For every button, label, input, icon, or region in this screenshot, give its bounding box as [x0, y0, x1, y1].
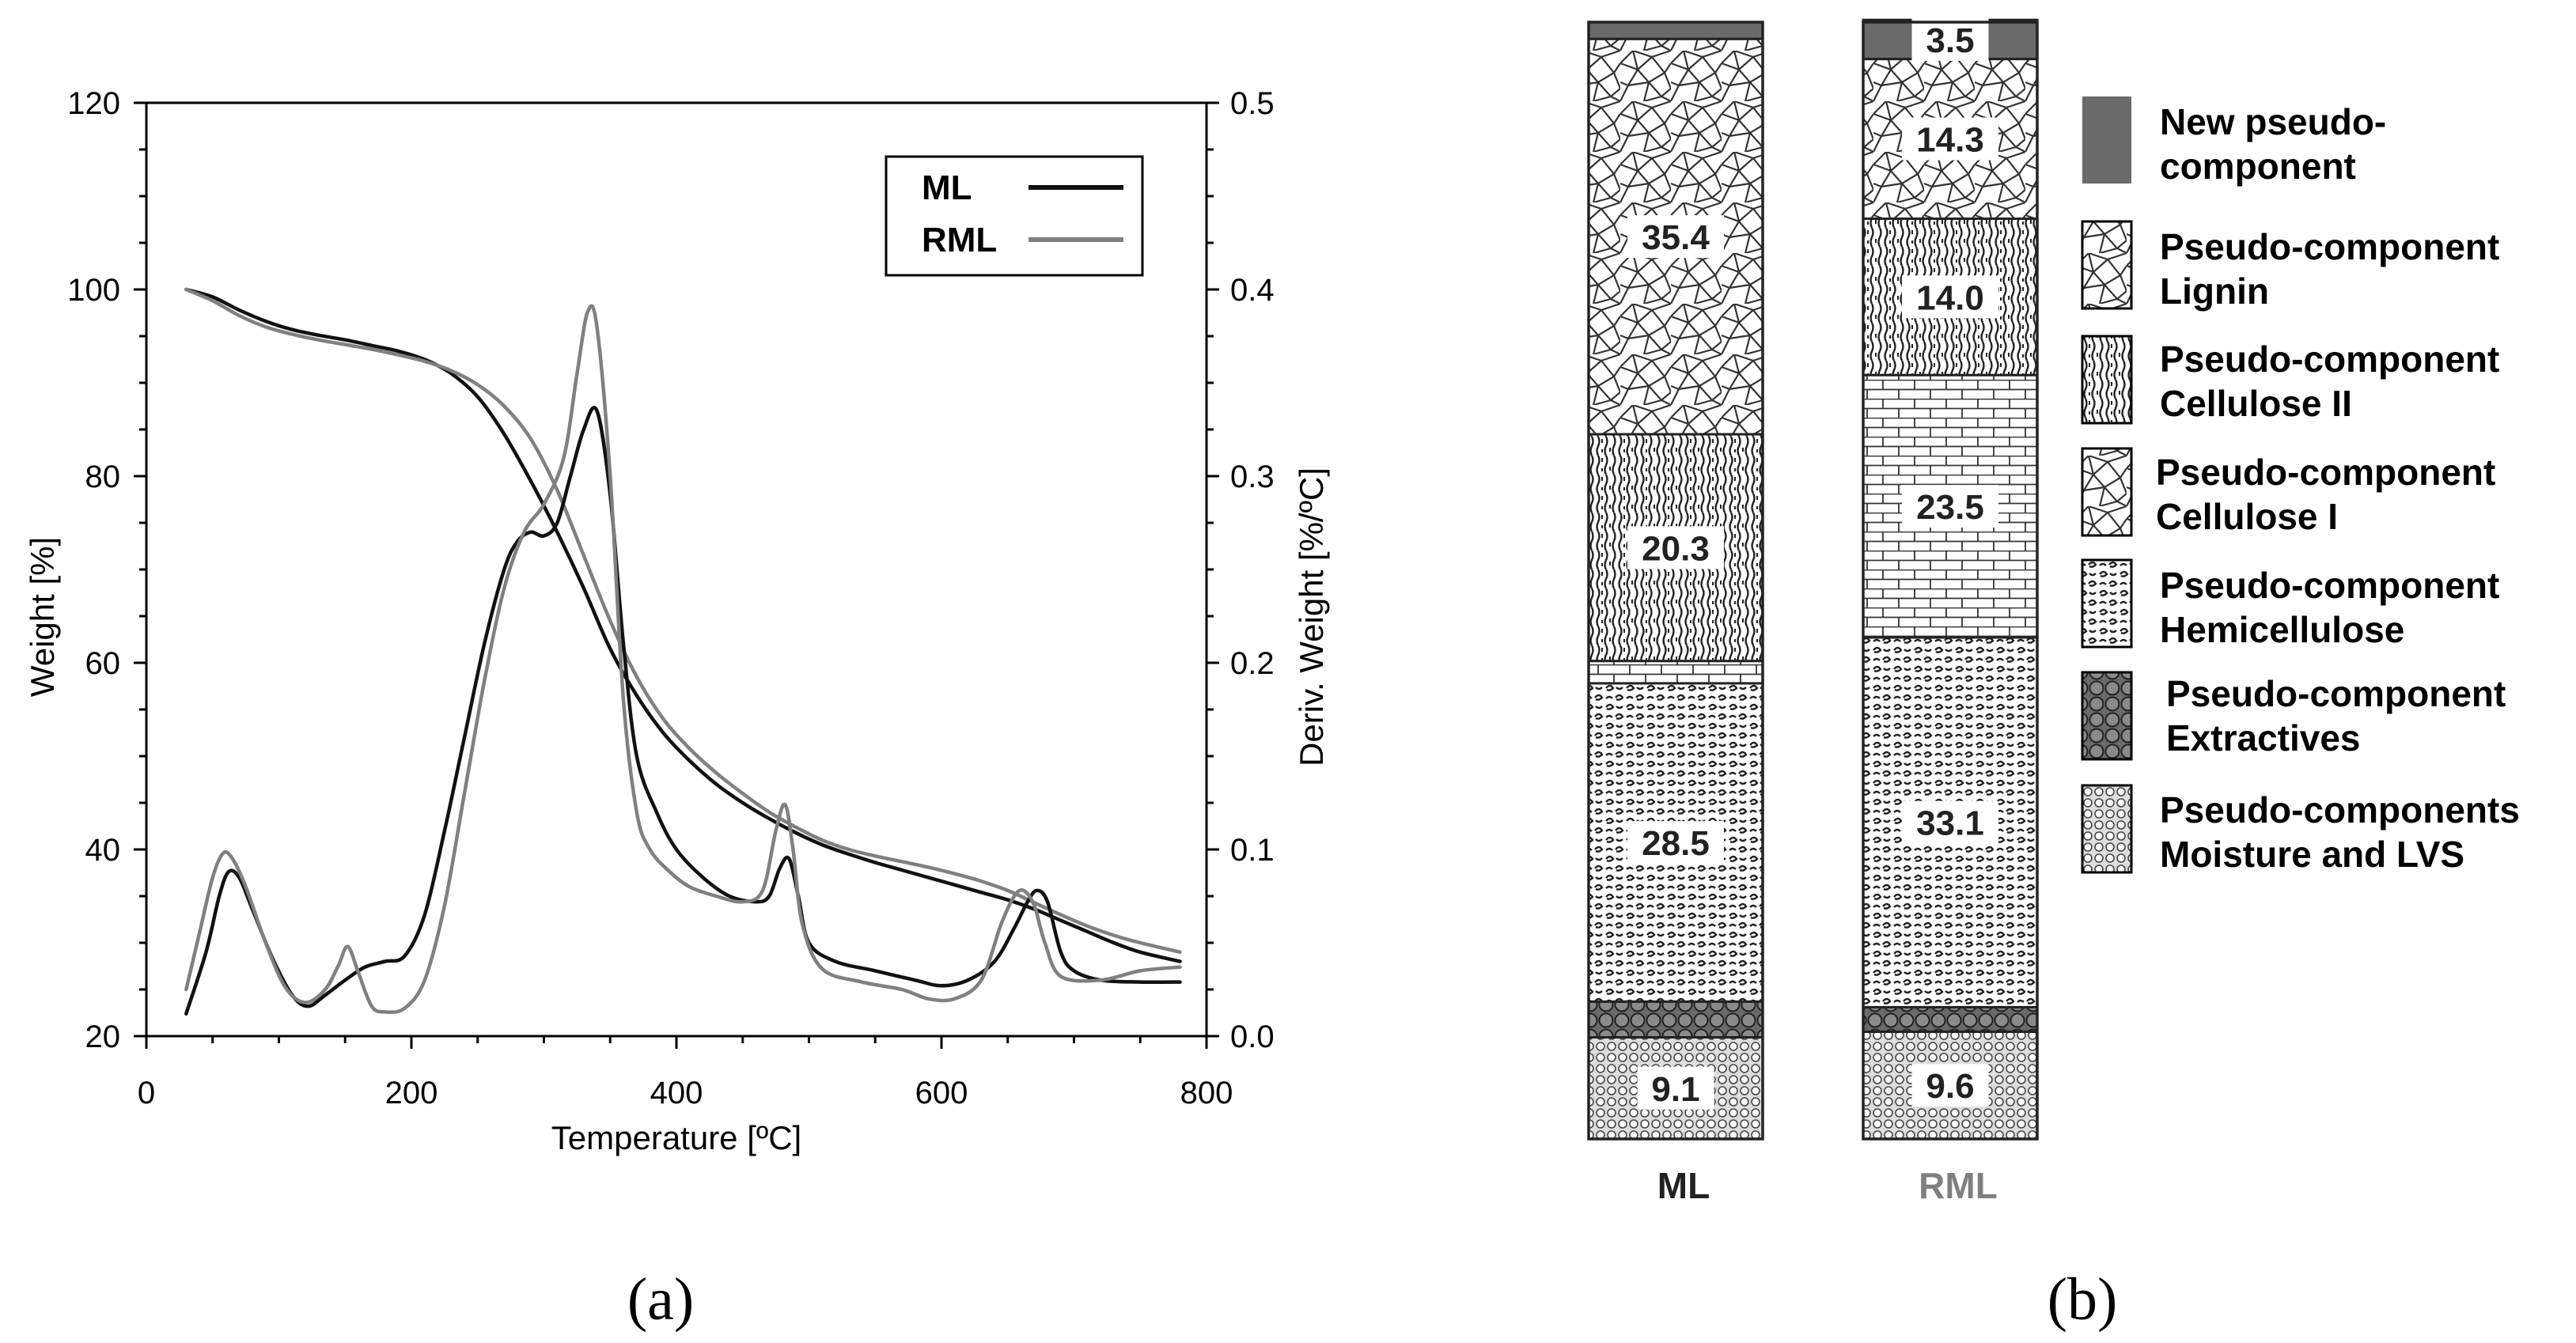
y-tick-label: 100	[67, 273, 120, 308]
value-label-bg	[1627, 215, 1724, 259]
y-tick-label: 40	[85, 833, 121, 868]
panel-label-b: (b)	[2048, 1266, 2118, 1333]
value-label: 23.5	[1916, 488, 1984, 527]
x-tick-labels: 0 200 400 600 800	[138, 1076, 1233, 1110]
value-label-bg	[1902, 117, 1998, 161]
y-tick-label: 120	[67, 86, 120, 121]
legend-swatch-cellulose-ii	[2081, 335, 2133, 425]
series-line-ml-derivative	[184, 406, 1182, 1016]
x-tick-label: 800	[1180, 1076, 1233, 1110]
legend-text: Pseudo-component	[2160, 339, 2499, 380]
y2-tick-labels: 0.0 0.1 0.2 0.3 0.4 0.5	[1230, 86, 1275, 1054]
y-tick-label: 20	[85, 1020, 121, 1054]
series-lines	[184, 287, 1182, 1016]
value-label-bg	[1627, 821, 1724, 864]
legend-box	[885, 155, 1144, 277]
y-tick-labels: 20 40 60 80 100 120	[67, 86, 120, 1054]
legend-text: New pseudo-	[2160, 101, 2386, 142]
legend-text: Pseudo-component	[2166, 673, 2506, 714]
legend-text: Moisture and LVS	[2160, 834, 2464, 875]
legend-label-rml: RML	[922, 221, 997, 259]
series-line-rml-derivative	[184, 304, 1182, 1015]
legend-text: Cellulose II	[2160, 383, 2352, 424]
legend-text: Pseudo-component	[2156, 452, 2495, 493]
x-tick-label: 400	[650, 1076, 703, 1110]
legend-swatch-new	[2082, 96, 2131, 183]
value-label: 20.3	[1642, 529, 1710, 568]
category-label-rml: RML	[1919, 1165, 1998, 1206]
legend-text: Lignin	[2160, 270, 2269, 312]
y2-tick-label: 0.3	[1230, 460, 1275, 494]
y-tick-label: 60	[85, 646, 121, 681]
legend-text: Extractives	[2166, 717, 2361, 759]
legend-text: Hemicellulose	[2160, 609, 2404, 650]
value-label-bg	[1902, 800, 1998, 844]
x-tick-label: 600	[915, 1076, 968, 1110]
value-label: 9.6	[1926, 1067, 1974, 1106]
y2-tick-label: 0.4	[1230, 273, 1275, 308]
tga-chart: 0 200 400 600 800 20 40 60 80 100 120 0.…	[24, 86, 1330, 1333]
pseudo-component-stacked-bars: 9.1 28.5 20.3 35.4 9.6 33.1 23.5 14.0 14.3 3.5 ML…	[1587, 17, 2520, 1333]
legend-swatch-moisture	[2081, 784, 2133, 874]
legend-label-ml: ML	[922, 168, 972, 207]
series-line-rml-weight	[184, 287, 1182, 955]
value-label: 28.5	[1642, 824, 1710, 863]
y2-tick-label: 0.0	[1230, 1020, 1275, 1054]
value-label: 3.5	[1926, 21, 1974, 60]
legend-text: Pseudo-component	[2160, 226, 2499, 267]
category-label-ml: ML	[1657, 1165, 1710, 1206]
x-axis-label: Temperature [ºC]	[551, 1119, 801, 1156]
value-label-bg	[1911, 17, 1989, 61]
y-tick-label: 80	[85, 460, 121, 494]
x-tick-label: 200	[385, 1076, 438, 1110]
legend-swatch-lignin	[2081, 220, 2133, 310]
value-label-bg	[1902, 485, 1998, 528]
bar-outline-ml	[1587, 21, 1764, 1141]
legend-b: New pseudo- component Pseudo-component L…	[2081, 96, 2520, 875]
legend-text: Cellulose I	[2156, 496, 2338, 537]
legend-text: Pseudo-components	[2160, 789, 2520, 830]
y2-tick-label: 0.2	[1230, 646, 1275, 681]
bar-segment-ml-new-component	[1587, 21, 1764, 40]
value-label-bg	[1637, 1066, 1714, 1110]
value-label: 14.3	[1916, 121, 1984, 160]
legend-swatch-extractives	[2081, 671, 2133, 761]
bar-outline-rml	[1862, 21, 2039, 1141]
legend-text: Pseudo-component	[2160, 565, 2499, 606]
legend: ML RML	[885, 155, 1144, 277]
y-axis-label: Weight [%]	[24, 537, 61, 697]
legend-swatch-hemicellulose	[2081, 558, 2133, 649]
y2-axis-label: Deriv. Weight [%/ºC]	[1293, 467, 1330, 766]
value-label-bg	[1627, 526, 1724, 569]
series-line-ml-weight	[184, 287, 1182, 963]
value-label-bg	[1911, 1064, 1989, 1107]
legend-text: component	[2160, 146, 2356, 187]
bar-segment-ml-extractives	[1587, 1000, 1764, 1039]
bar-segment-rml-extractives	[1862, 1005, 2039, 1033]
y2-tick-label: 0.5	[1230, 86, 1275, 121]
panel-label-a: (a)	[627, 1266, 694, 1333]
stacked-bars: 9.1 28.5 20.3 35.4 9.6 33.1 23.5 14.0 14.3 3.5	[1587, 17, 2039, 1141]
legend-swatch-cellulose-i	[2081, 447, 2133, 537]
y2-tick-label: 0.1	[1230, 833, 1275, 868]
value-label-bg	[1902, 275, 1998, 319]
value-label: 33.1	[1916, 804, 1984, 843]
x-tick-label: 0	[138, 1076, 155, 1110]
bar-segment-ml-cellulose-i	[1587, 660, 1764, 685]
value-label: 14.0	[1916, 278, 1984, 317]
axis-ticks	[134, 101, 1219, 1049]
value-label: 35.4	[1642, 218, 1710, 257]
value-label: 9.1	[1651, 1070, 1699, 1109]
